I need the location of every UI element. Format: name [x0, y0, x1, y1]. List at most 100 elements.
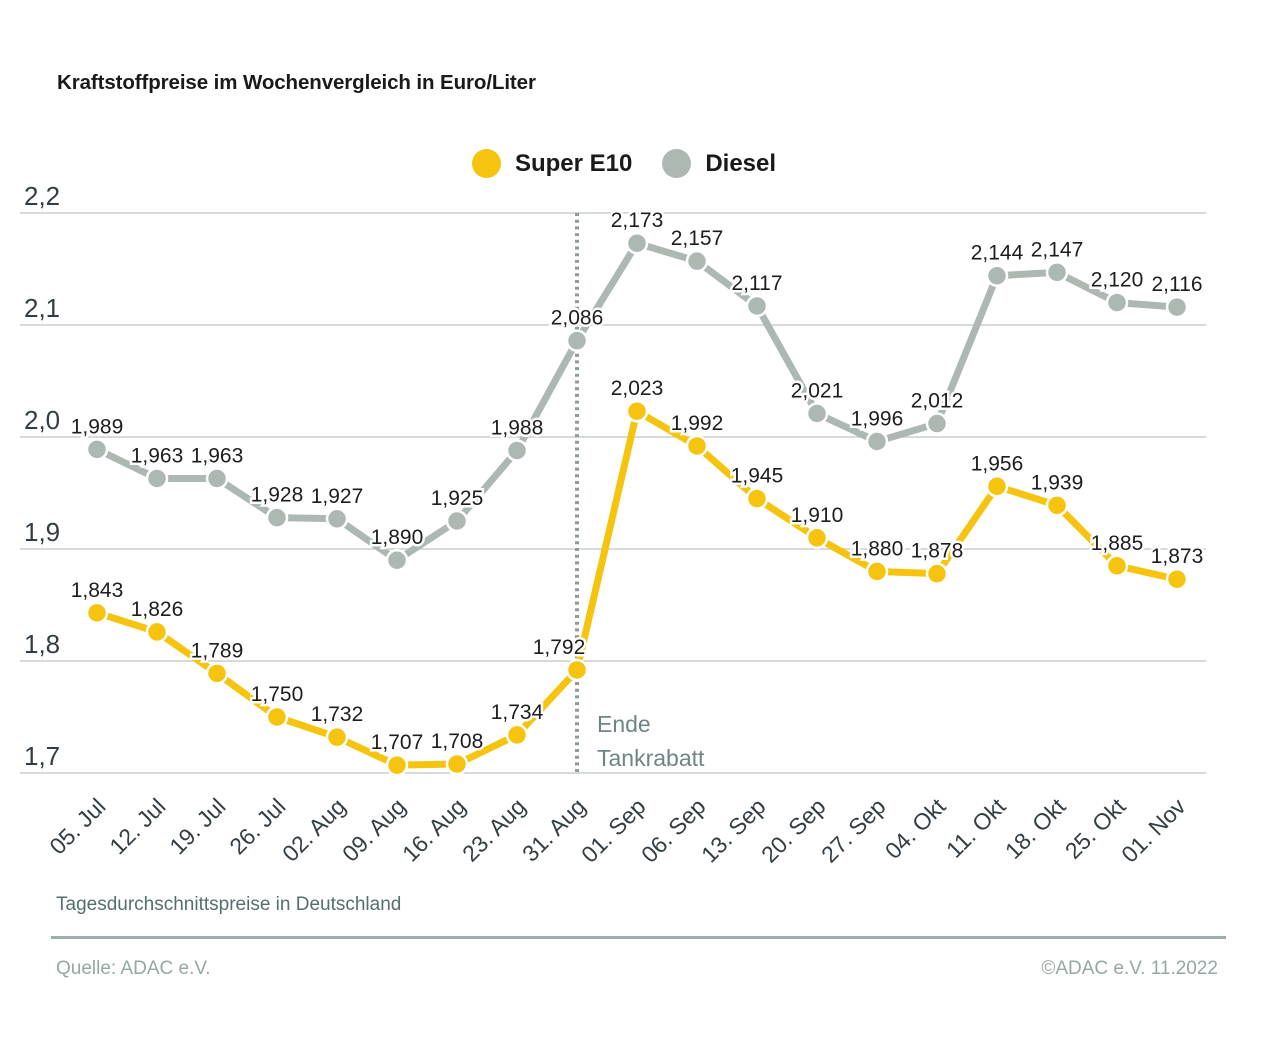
data-point-label: 1,963 [131, 444, 184, 467]
page-title: Kraftstoffpreise im Wochenvergleich in E… [57, 70, 536, 94]
data-point-marker [745, 294, 769, 318]
data-point-marker [925, 562, 949, 585]
data-point-label: 1,992 [671, 412, 724, 435]
x-tick-label: 09. Aug [337, 793, 411, 867]
data-point-label: 2,012 [911, 390, 964, 413]
data-point-label: 2,120 [1091, 269, 1144, 292]
data-point-marker [865, 430, 889, 453]
x-tick-label: 06. Sep [636, 793, 710, 867]
x-tick-label: 05. Jul [44, 793, 110, 859]
data-point-marker [865, 560, 889, 583]
x-tick-label: 31. Aug [517, 793, 591, 867]
data-point-marker [1045, 494, 1069, 517]
data-point-marker [925, 412, 949, 435]
data-point-label: 1,963 [191, 444, 244, 467]
data-point-marker [985, 475, 1009, 498]
data-point-marker [505, 723, 529, 747]
legend: Super E10 Diesel [0, 149, 1264, 178]
x-tick-label: 12. Jul [104, 793, 170, 859]
x-tick-label: 01. Sep [576, 793, 650, 867]
data-point-label: 1,939 [1031, 471, 1084, 494]
data-point-marker [1045, 261, 1069, 284]
legend-label-diesel: Diesel [705, 149, 777, 177]
data-point-label: 2,116 [1152, 273, 1203, 296]
data-point-label: 1,789 [191, 639, 244, 662]
data-point-label: 1,945 [731, 465, 784, 488]
legend-item-diesel: Diesel [662, 149, 776, 178]
data-point-marker [145, 620, 169, 644]
data-point-label: 1,880 [851, 537, 904, 560]
data-point-marker [745, 487, 769, 510]
data-point-label: 1,910 [791, 504, 844, 527]
data-point-marker [265, 705, 289, 729]
source-label: Quelle: ADAC e.V. [56, 958, 211, 979]
diesel-color-dot-icon [662, 149, 692, 178]
data-point-label: 1,996 [851, 407, 904, 430]
copyright-label: ©ADAC e.V. 11.2022 [1041, 958, 1218, 979]
data-point-marker [685, 434, 709, 458]
data-point-label: 2,147 [1031, 238, 1084, 261]
data-point-label: 1,708 [431, 730, 484, 753]
x-tick-label: 01. Nov [1116, 793, 1191, 868]
x-tick-label: 16. Aug [397, 793, 471, 867]
x-tick-label: 04. Okt [880, 793, 951, 864]
y-tick-label: 1,8 [24, 629, 60, 659]
y-tick-label: 1,7 [24, 741, 60, 771]
data-point-label: 2,086 [551, 307, 604, 330]
data-point-marker [445, 509, 469, 533]
data-point-label: 2,173 [611, 209, 664, 232]
data-point-label: 1,878 [911, 540, 964, 563]
x-tick-label: 18. Okt [1000, 793, 1071, 864]
data-point-marker [625, 231, 649, 255]
data-point-marker [325, 507, 349, 531]
x-tick-label: 23. Aug [457, 793, 531, 867]
data-point-label: 1,956 [971, 452, 1024, 475]
super-e10-color-dot-icon [471, 149, 501, 178]
data-point-label: 1,928 [251, 484, 304, 507]
data-point-marker [565, 658, 589, 682]
data-point-label: 2,023 [611, 377, 664, 400]
data-point-marker [385, 548, 409, 572]
x-tick-label: 11. Okt [941, 793, 1011, 863]
data-point-label: 1,989 [71, 415, 124, 438]
footer-divider [51, 936, 1226, 939]
data-point-marker [1105, 291, 1129, 314]
x-tick-label: 02. Aug [277, 793, 351, 867]
data-point-marker [805, 402, 829, 425]
footer-note: Tagesdurchschnittspreise in Deutschland [56, 894, 402, 915]
data-point-marker [805, 526, 829, 550]
data-point-label: 1,732 [311, 703, 364, 726]
legend-item-super-e10: Super E10 [471, 149, 632, 178]
data-point-marker [385, 753, 409, 777]
data-point-marker [505, 439, 529, 462]
data-point-label: 2,021 [791, 379, 844, 402]
data-point-marker [1165, 295, 1189, 319]
data-point-marker [265, 506, 289, 529]
data-point-label: 1,885 [1091, 532, 1144, 555]
y-tick-label: 2,2 [24, 181, 60, 211]
data-point-marker [205, 662, 229, 685]
data-point-marker [985, 264, 1009, 287]
data-point-marker [85, 438, 109, 461]
data-point-label: 1,826 [131, 598, 184, 621]
data-point-label: 1,792 [533, 636, 586, 659]
x-tick-label: 27. Sep [816, 793, 890, 867]
x-tick-label: 19. Jul [164, 793, 230, 859]
data-point-marker [685, 249, 709, 273]
data-point-marker [1165, 567, 1189, 591]
data-point-label: 1,988 [491, 416, 544, 439]
data-point-label: 1,890 [371, 526, 424, 549]
data-point-label: 1,873 [1151, 545, 1204, 568]
data-point-label: 2,144 [971, 242, 1024, 265]
x-tick-label: 20. Sep [756, 793, 830, 867]
data-point-label: 1,843 [71, 579, 124, 602]
data-point-marker [325, 725, 349, 749]
data-point-label: 1,927 [311, 485, 364, 508]
data-point-marker [145, 467, 169, 490]
data-point-label: 2,117 [732, 272, 783, 295]
data-point-label: 1,750 [251, 683, 304, 706]
data-point-marker [625, 399, 649, 423]
data-point-marker [85, 601, 109, 625]
data-point-label: 2,157 [671, 227, 724, 250]
